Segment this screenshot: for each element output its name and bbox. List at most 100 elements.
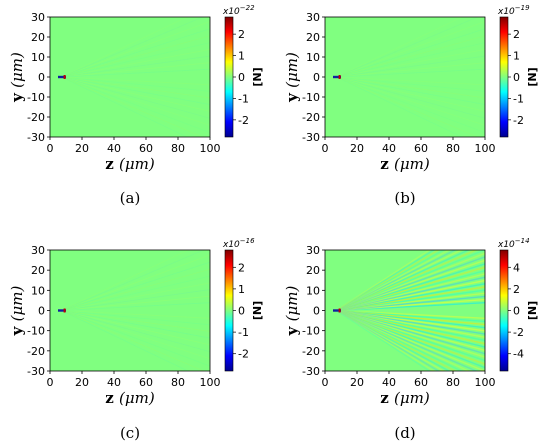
- fringe-line: [336, 309, 485, 342]
- y-tick-label: -10: [27, 91, 45, 104]
- y-tick-label: 20: [31, 31, 45, 44]
- source-mark-pos: [63, 75, 66, 79]
- colorbar-units: [N]: [251, 301, 264, 320]
- fringe-line: [336, 273, 485, 312]
- fringe-line: [336, 309, 485, 345]
- heatmap-field: [50, 17, 210, 137]
- x-tick-label: 20: [75, 376, 89, 389]
- fringe-line: [336, 295, 485, 312]
- fringe-line: [61, 76, 210, 86]
- x-tick-label: 0: [322, 376, 329, 389]
- x-tick-label: 80: [446, 376, 460, 389]
- y-tick-label: -30: [27, 131, 45, 144]
- colorbar-gradient: [224, 249, 234, 372]
- colorbar-gradient: [224, 16, 234, 138]
- y-tick-label: 10: [31, 284, 45, 297]
- fringe-line: [61, 268, 210, 311]
- panel-caption: (a): [120, 189, 141, 207]
- x-tick-label: 80: [446, 142, 460, 155]
- y-tick-label: 20: [31, 264, 45, 277]
- fringe-line: [336, 309, 485, 319]
- fringe-line: [336, 76, 485, 126]
- colorbar-tick-label: 1: [238, 283, 245, 296]
- fringe-line: [61, 62, 210, 78]
- fringe-line: [336, 20, 485, 78]
- fringe-line: [335, 309, 463, 371]
- source-mark-neg: [333, 309, 341, 312]
- colorbar-gradient: [499, 249, 509, 372]
- fringe-line: [336, 76, 485, 92]
- x-tick-label: 60: [414, 142, 428, 155]
- x-tick-label: 80: [171, 376, 185, 389]
- fringe-line: [336, 309, 485, 323]
- fringe-line: [61, 68, 210, 78]
- fringe-line: [336, 35, 485, 78]
- colorbar-multiplier: x10−22: [222, 4, 255, 17]
- fringe-line: [336, 286, 485, 312]
- fringe-line: [61, 295, 210, 311]
- x-tick-label: 60: [139, 142, 153, 155]
- x-axis-label: z (μm): [380, 389, 430, 407]
- colorbar-tick-label: 0: [238, 71, 245, 84]
- fringe-line: [335, 250, 431, 312]
- colorbar-multiplier: x10−14: [497, 237, 530, 250]
- colorbar-tick-label: -4: [513, 348, 524, 361]
- source-mark-pos: [63, 308, 66, 313]
- fringe-line: [336, 309, 485, 335]
- x-tick-label: 20: [350, 376, 364, 389]
- y-tick-label: 20: [306, 31, 320, 44]
- fringe-line: [336, 279, 485, 312]
- fringe-line: [335, 250, 485, 312]
- fringe-line: [61, 76, 188, 137]
- x-tick-label: 0: [47, 376, 54, 389]
- colorbar-tick-label: -1: [513, 92, 524, 105]
- colorbar-tick-label: 4: [513, 261, 520, 274]
- x-axis-label: z (μm): [105, 155, 155, 173]
- colorbar-tick-label: -2: [238, 114, 249, 127]
- fringe-line: [335, 263, 485, 312]
- y-tick-label: -10: [302, 325, 320, 338]
- fringe-line: [61, 310, 210, 326]
- fringe-line: [61, 254, 210, 311]
- fringe-line: [336, 292, 485, 312]
- fringe-line: [336, 42, 485, 78]
- x-tick-label: 20: [350, 142, 364, 155]
- fringe-line: [335, 250, 440, 312]
- fringe-line: [336, 28, 485, 78]
- fringe-line: [335, 309, 471, 371]
- y-tick-label: -10: [27, 325, 45, 338]
- colorbar-multiplier: x10−16: [222, 237, 255, 250]
- x-tick-label: 20: [75, 142, 89, 155]
- panel-caption: (b): [394, 189, 415, 207]
- fringe-line: [61, 76, 210, 134]
- fringe-line: [336, 49, 485, 78]
- fringe-line: [61, 17, 204, 78]
- fringe-line: [335, 309, 485, 371]
- fringe-line: [61, 250, 189, 311]
- fringe-line: [61, 310, 210, 367]
- fringe-line: [61, 261, 210, 311]
- fringe-line: [335, 309, 485, 358]
- y-tick-label: 10: [31, 51, 45, 64]
- x-axis-label: z (μm): [105, 389, 155, 407]
- y-axis-label: y (μm): [8, 286, 26, 337]
- heatmap-fringes: [58, 250, 210, 371]
- y-tick-label: -30: [27, 365, 45, 378]
- fringe-line: [61, 310, 210, 339]
- heatmap-fringes: [58, 17, 210, 137]
- fringe-line: [335, 250, 457, 312]
- y-tick-label: -30: [302, 131, 320, 144]
- fringe-line: [61, 310, 210, 360]
- fringe-line: [336, 309, 485, 352]
- fringe-line: [336, 298, 485, 312]
- colorbar-tick-label: 0: [513, 305, 520, 318]
- fringe-line: [335, 259, 485, 312]
- fringe-line: [335, 250, 451, 312]
- fringe-line: [336, 269, 485, 312]
- fringe-line: [61, 282, 210, 311]
- colorbar: -2 -1 0 1 2 x10−19 [N]: [497, 4, 539, 138]
- fringe-line: [61, 310, 210, 332]
